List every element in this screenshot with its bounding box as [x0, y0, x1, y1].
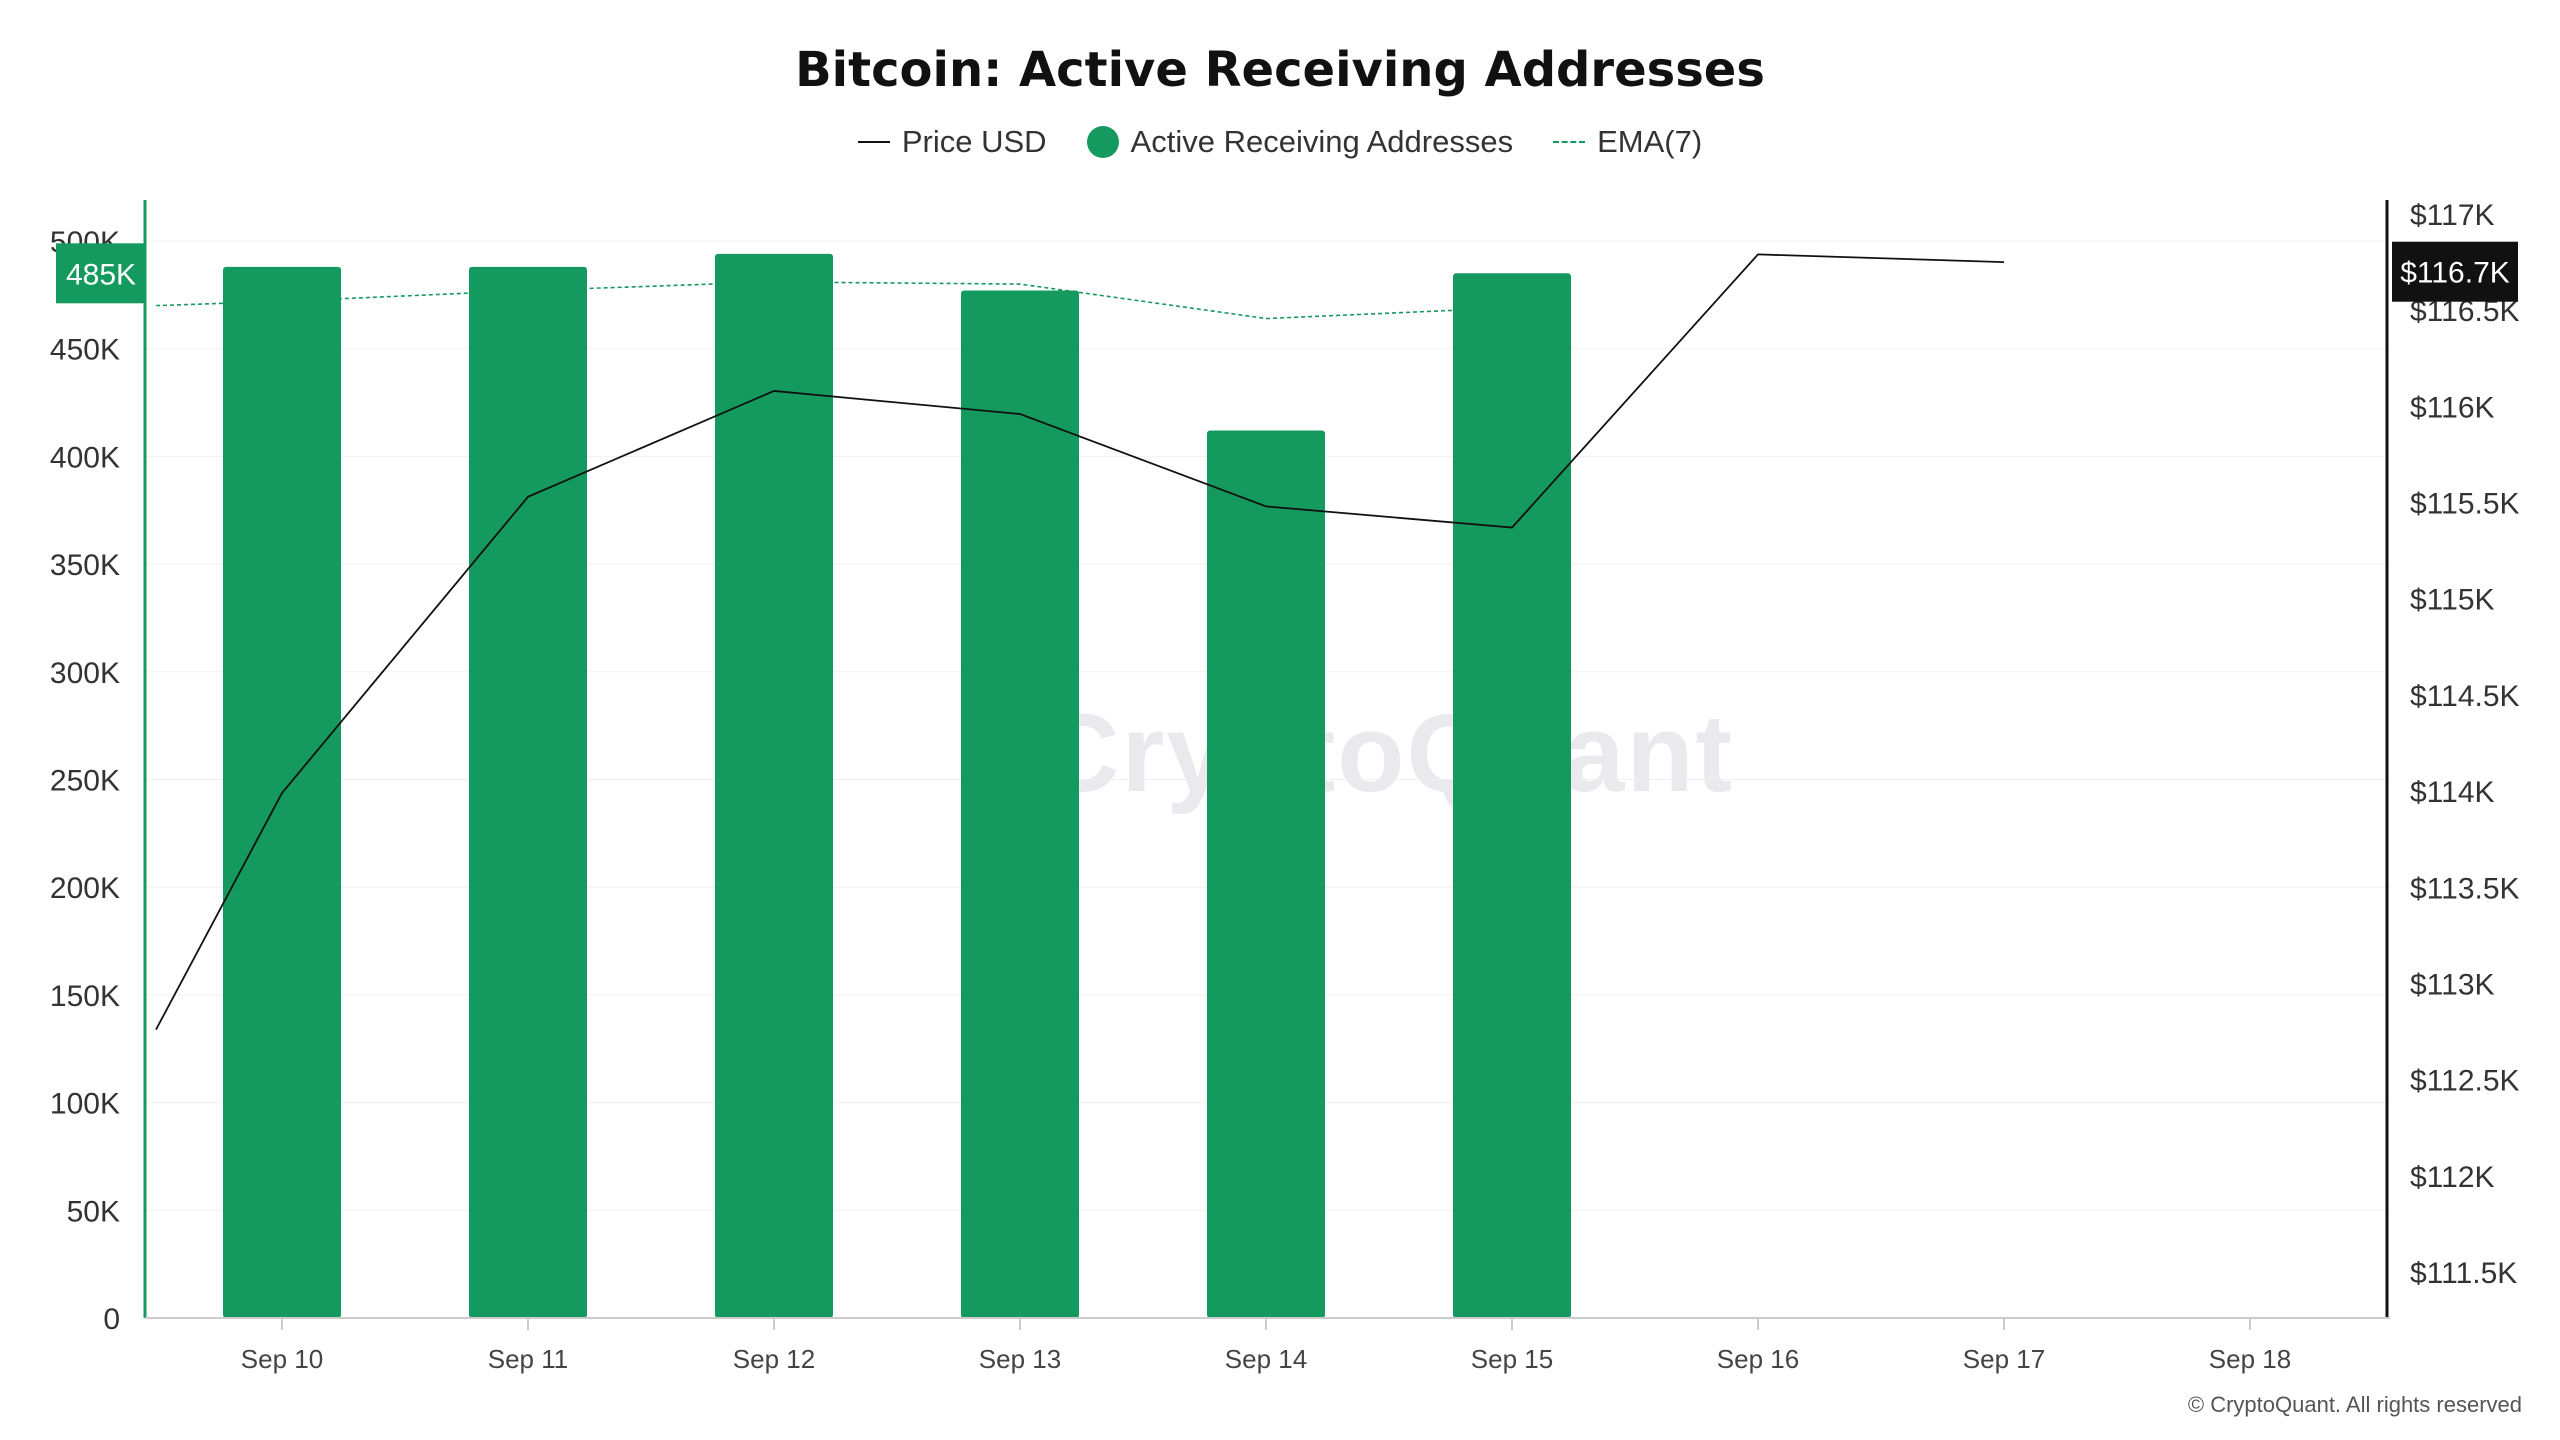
y-left-tick-label: 100K: [50, 1088, 120, 1121]
y-right-tick-label: $112K: [2410, 1161, 2495, 1194]
bar-active-receiving-addresses: [715, 253, 833, 1319]
y-right-tick-label: $111.5K: [2410, 1257, 2517, 1290]
chart-title: Bitcoin: Active Receiving Addresses: [795, 42, 1765, 98]
price-line: [155, 253, 2005, 1031]
copyright-text: © CryptoQuant. All rights reserved: [2187, 1392, 2522, 1417]
legend: Price USD Active Receiving Addresses EMA…: [0, 124, 2560, 160]
y-right-tick-label: $116K: [2410, 391, 2495, 424]
left-value-marker: [56, 243, 146, 304]
legend-item-ema[interactable]: EMA(7): [1553, 124, 1702, 160]
legend-label-ema: EMA(7): [1597, 124, 1703, 159]
right-value-marker: [2392, 241, 2518, 302]
x-tick-label: Sep 18: [2209, 1344, 2291, 1374]
y-right-tick-label: $115K: [2410, 584, 2495, 617]
bar-active-receiving-addresses: [1453, 273, 1571, 1318]
x-tick-label: Sep 11: [488, 1344, 568, 1374]
legend-label-price: Price USD: [901, 124, 1047, 159]
bar-active-receiving-addresses: [961, 290, 1079, 1318]
y-left-tick-label: 300K: [50, 657, 120, 690]
y-right-tick-label: $114K: [2410, 776, 2495, 809]
bar-active-receiving-addresses: [469, 266, 587, 1318]
legend-item-addresses[interactable]: Active Receiving Addresses: [1086, 124, 1514, 160]
y-left-tick-label: 0: [103, 1303, 120, 1336]
x-tick-label: Sep 10: [241, 1344, 323, 1374]
y-right-tick-label: $113.5K: [2410, 872, 2520, 905]
x-tick-label: Sep 17: [1963, 1344, 2045, 1374]
y-left-tick-label: 350K: [50, 549, 120, 582]
y-right-tick-label: $117K: [2410, 199, 2495, 232]
y-left-tick-label: 50K: [67, 1195, 120, 1228]
y-left-tick-label: 450K: [50, 334, 120, 367]
y-left-tick-label: 400K: [50, 441, 120, 474]
y-left-tick-label: 150K: [50, 980, 120, 1013]
x-tick-label: Sep 15: [1471, 1344, 1553, 1374]
ema-line: [155, 281, 1513, 320]
y-right-tick-label: $113K: [2410, 968, 2495, 1001]
ema-dash-swatch: [1553, 141, 1586, 143]
x-tick-label: Sep 12: [733, 1344, 815, 1374]
right-value-marker-label: $116.7K: [2400, 257, 2510, 290]
y-left-tick-label: 200K: [50, 872, 120, 905]
x-tick-label: Sep 14: [1225, 1344, 1307, 1374]
y-right-tick-label: $115.5K: [2410, 488, 2520, 521]
left-value-marker-label: 485K: [66, 258, 136, 291]
legend-label-addresses: Active Receiving Addresses: [1130, 124, 1514, 159]
addresses-dot-swatch: [1086, 126, 1119, 158]
legend-item-price[interactable]: Price USD: [857, 124, 1047, 160]
y-left-tick-label: 250K: [50, 765, 120, 798]
watermark: CryptoQuant: [1040, 692, 1735, 815]
y-right-tick-label: $114.5K: [2410, 680, 2520, 713]
x-tick-label: Sep 13: [979, 1344, 1061, 1374]
bar-active-receiving-addresses: [1207, 430, 1325, 1318]
price-line-swatch: [857, 141, 890, 143]
x-tick-label: Sep 16: [1717, 1344, 1799, 1374]
y-right-tick-label: $112.5K: [2410, 1065, 2520, 1098]
